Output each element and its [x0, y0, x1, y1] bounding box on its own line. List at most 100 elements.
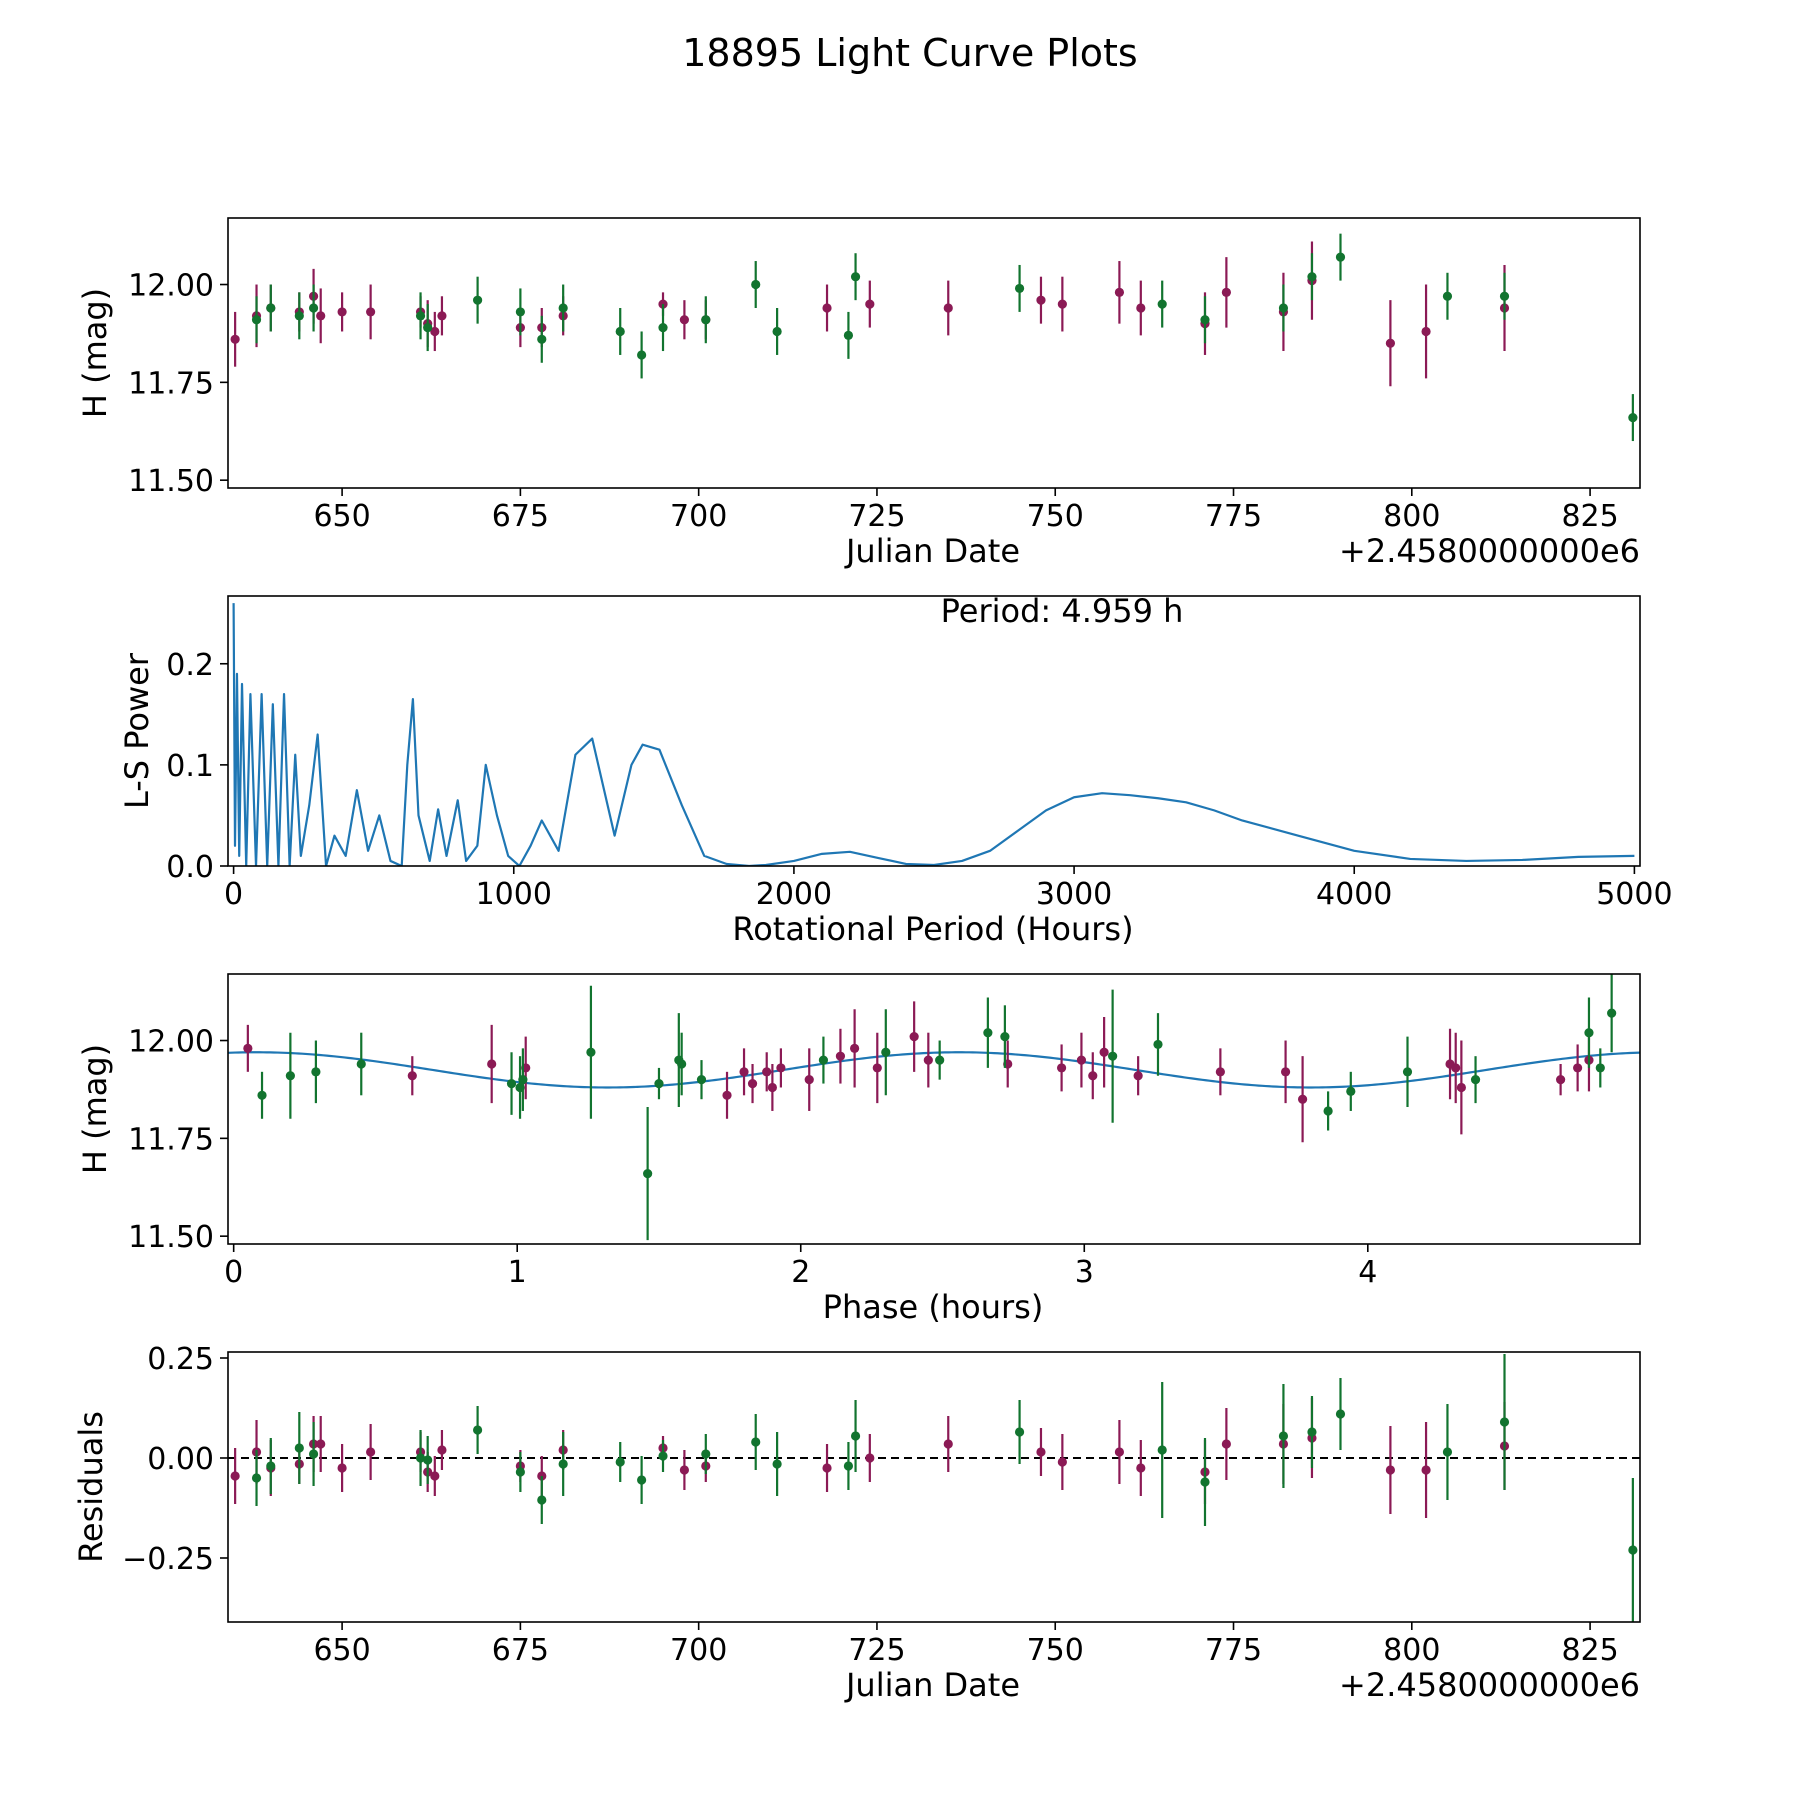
- x-tick-label: 775: [1205, 1633, 1262, 1668]
- data-point: [558, 303, 568, 313]
- data-point: [1108, 1051, 1118, 1061]
- data-point: [1215, 1067, 1225, 1077]
- y-tick-label: 11.75: [128, 1122, 214, 1157]
- data-point: [1556, 1075, 1566, 1085]
- data-point: [850, 1431, 861, 1441]
- data-point: [1346, 1086, 1356, 1096]
- data-point: [537, 1495, 547, 1505]
- data-point: [251, 315, 262, 325]
- data-point: [762, 1067, 772, 1077]
- x-tick-label: 825: [1561, 1633, 1618, 1668]
- data-point: [1628, 412, 1638, 423]
- x-tick-label: 4000: [1316, 877, 1392, 912]
- data-point: [1153, 1039, 1163, 1050]
- panel-4: 650 675 700 725 750 775 800 825 0.25 0.00 −0.25 Jul…: [72, 1342, 1641, 1704]
- data-point: [1157, 1445, 1167, 1455]
- data-point: [1628, 1545, 1638, 1555]
- x-tick-label: 700: [670, 1633, 727, 1668]
- data-point: [1014, 283, 1025, 294]
- data-point: [1402, 1067, 1413, 1077]
- data-point: [1221, 1439, 1231, 1449]
- data-point: [1000, 1032, 1010, 1042]
- data-point: [1385, 338, 1396, 348]
- data-point: [316, 311, 326, 321]
- x-tick-label: 750: [1027, 499, 1084, 534]
- data-point: [1335, 1409, 1346, 1419]
- y-tick-label: 0.2: [166, 648, 214, 683]
- data-point: [1136, 303, 1146, 313]
- data-point: [767, 1082, 777, 1093]
- data-point: [935, 1055, 945, 1065]
- figure-title: 18895 Light Curve Plots: [682, 31, 1137, 75]
- data-point: [722, 1090, 732, 1100]
- data-point: [337, 307, 347, 317]
- data-point: [615, 326, 625, 337]
- data-point: [804, 1075, 814, 1085]
- data-point: [1307, 1427, 1317, 1437]
- data-point: [923, 1055, 933, 1065]
- data-point: [558, 1459, 568, 1469]
- data-point: [658, 322, 668, 333]
- data-point: [679, 315, 690, 325]
- data-point: [415, 311, 426, 321]
- model-fit-curve: [228, 1051, 1640, 1089]
- y-axis-label: Residuals: [72, 1411, 110, 1563]
- x-tick-label: 0: [224, 1255, 243, 1290]
- data-point: [843, 1461, 854, 1471]
- x-tick-label: 775: [1205, 499, 1262, 534]
- data-point: [1036, 1447, 1046, 1457]
- x-tick-label: 725: [848, 499, 905, 534]
- y-tick-label: 0.00: [147, 1442, 214, 1477]
- data-point: [865, 299, 875, 309]
- data-point: [818, 1055, 829, 1065]
- panel-2: 0 1000 2000 3000 4000 5000 0.0 0.1 0.2 Rotational…: [118, 592, 1673, 948]
- y-tick-label: 11.75: [128, 366, 214, 401]
- data-point: [637, 350, 647, 360]
- data-point: [423, 1455, 433, 1465]
- data-point: [943, 1439, 953, 1449]
- data-point: [637, 1475, 647, 1485]
- data-point: [1133, 1071, 1143, 1081]
- x-tick-label: 3000: [1036, 877, 1112, 912]
- data-point: [843, 330, 854, 340]
- data-point: [1442, 1447, 1453, 1457]
- x-offset-label: +2.4580000000e6: [1339, 1666, 1640, 1704]
- data-point: [747, 1078, 758, 1089]
- data-point: [515, 307, 525, 317]
- x-tick-label: 2: [791, 1255, 810, 1290]
- data-point: [1385, 1465, 1396, 1475]
- plot-area: [228, 1354, 1640, 1622]
- x-tick-label: 675: [492, 1633, 549, 1668]
- data-point: [266, 1461, 276, 1471]
- data-point: [415, 1453, 426, 1463]
- data-point: [1307, 272, 1317, 282]
- data-point: [909, 1032, 919, 1042]
- data-point: [1335, 252, 1346, 262]
- data-point: [366, 1447, 376, 1457]
- data-point: [1157, 299, 1167, 309]
- data-point: [835, 1051, 846, 1061]
- y-tick-label: 0.1: [166, 749, 214, 784]
- data-point: [1278, 303, 1289, 313]
- data-point: [1200, 315, 1210, 325]
- y-tick-label: 0.25: [147, 1342, 214, 1377]
- series-filter-2: [251, 1354, 1638, 1622]
- data-point: [658, 1451, 668, 1461]
- data-point: [822, 1463, 832, 1473]
- data-point: [472, 295, 483, 305]
- data-point: [294, 311, 304, 321]
- x-offset-label: +2.4580000000e6: [1339, 532, 1640, 570]
- data-point: [1499, 291, 1510, 301]
- data-point: [643, 1168, 653, 1179]
- data-point: [696, 1075, 707, 1085]
- plot-area: [232, 603, 1635, 866]
- series-filter-1: [243, 1001, 1594, 1143]
- data-point: [515, 1467, 525, 1477]
- x-axis-label: Phase (hours): [823, 1288, 1044, 1326]
- periodogram-line: [232, 603, 1635, 866]
- x-tick-label: 1: [508, 1255, 527, 1290]
- series-filter-2: [251, 233, 1638, 442]
- axes-frame: [227, 973, 1641, 1245]
- x-tick-label: 650: [313, 499, 370, 534]
